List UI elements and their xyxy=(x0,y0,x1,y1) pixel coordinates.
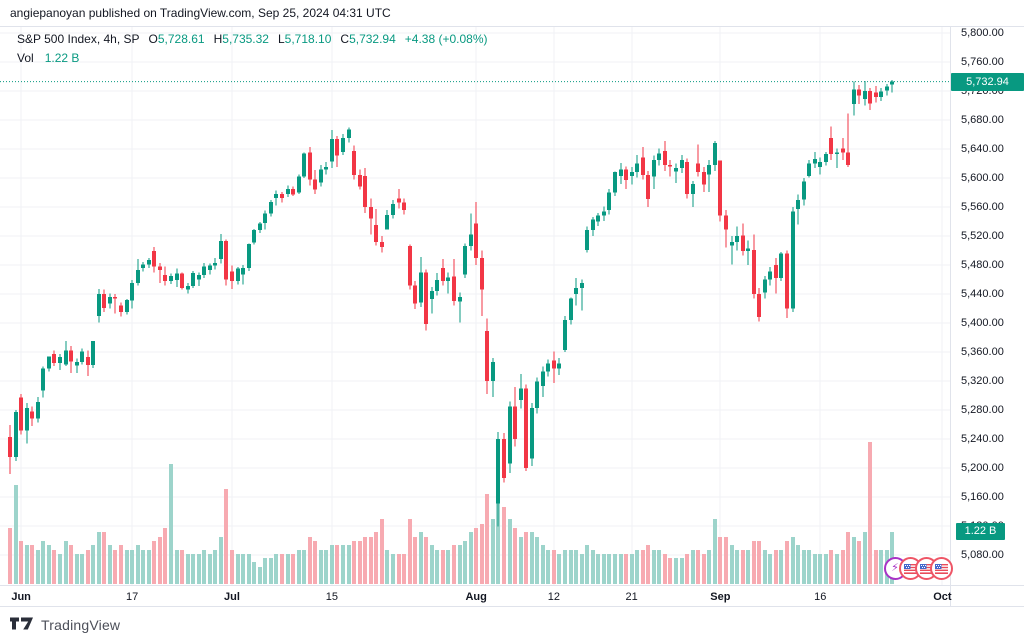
time-tick-label: 21 xyxy=(625,591,638,603)
event-marker-us-flag[interactable] xyxy=(930,557,953,580)
time-tick-label: Aug xyxy=(465,591,487,603)
tradingview-logo-text: TradingView xyxy=(41,617,121,633)
current-volume-badge: 1.22 B xyxy=(956,523,1005,540)
price-tick-label: 5,760.00 xyxy=(961,56,1004,68)
close-value: C5,732.94 xyxy=(340,32,396,46)
price-axis-separator xyxy=(950,26,951,606)
volume-value: 1.22 B xyxy=(44,51,80,65)
time-tick-label: 17 xyxy=(125,591,139,603)
time-tick-label: 15 xyxy=(325,591,339,603)
time-tick-label: Oct xyxy=(933,591,952,603)
legend: S&P 500 Index, 4h, SP O5,728.61 H5,735.3… xyxy=(17,30,488,68)
us-flag-icon xyxy=(904,563,917,574)
price-tick-label: 5,240.00 xyxy=(961,433,1004,445)
us-flag-icon xyxy=(935,563,948,574)
volume-label[interactable]: Vol xyxy=(17,51,34,65)
price-tick-label: 5,400.00 xyxy=(961,317,1004,329)
change-value: +4.38 (+0.08%) xyxy=(404,32,488,46)
tradingview-logo-icon xyxy=(10,615,34,635)
price-tick-label: 5,200.00 xyxy=(961,462,1004,474)
price-tick-label: 5,320.00 xyxy=(961,375,1004,387)
time-tick-label: 12 xyxy=(547,591,561,603)
price-tick-label: 5,600.00 xyxy=(961,172,1004,184)
price-tick-label: 5,520.00 xyxy=(961,230,1004,242)
price-tick-label: 5,080.00 xyxy=(961,549,1004,561)
price-tick-label: 5,440.00 xyxy=(961,288,1004,300)
us-flag-icon xyxy=(919,563,933,574)
symbol-title[interactable]: S&P 500 Index, 4h, SP xyxy=(17,32,140,46)
price-tick-label: 5,360.00 xyxy=(961,346,1004,358)
time-axis-top-border xyxy=(0,585,1024,586)
chart-top-border xyxy=(0,26,1024,27)
price-tick-label: 5,480.00 xyxy=(961,259,1004,271)
price-tick-label: 5,160.00 xyxy=(961,491,1004,503)
attribution-text: angiepanoyan published on TradingView.co… xyxy=(10,6,391,20)
time-tick-label: 16 xyxy=(814,591,827,603)
current-price-badge: 5,732.94 xyxy=(951,73,1024,91)
low-value: L5,718.10 xyxy=(277,32,332,46)
tradingview-logo[interactable]: TradingView xyxy=(10,615,120,635)
price-tick-label: 5,680.00 xyxy=(961,114,1004,126)
price-tick-label: 5,560.00 xyxy=(961,201,1004,213)
open-value: O5,728.61 xyxy=(148,32,205,46)
legend-ohlc-row: S&P 500 Index, 4h, SP O5,728.61 H5,735.3… xyxy=(17,30,488,49)
time-tick-label: Jul xyxy=(224,591,240,603)
price-tick-label: 5,280.00 xyxy=(961,404,1004,416)
widget-bottom-border xyxy=(0,606,1024,607)
high-value: H5,735.32 xyxy=(213,32,269,46)
time-tick-label: Jun xyxy=(11,591,31,603)
price-tick-label: 5,640.00 xyxy=(961,143,1004,155)
time-tick-label: Sep xyxy=(710,591,731,603)
legend-volume-row: Vol 1.22 B xyxy=(17,49,488,68)
price-tick-label: 5,800.00 xyxy=(961,27,1004,39)
flash-icon: ⚡ xyxy=(891,562,899,574)
